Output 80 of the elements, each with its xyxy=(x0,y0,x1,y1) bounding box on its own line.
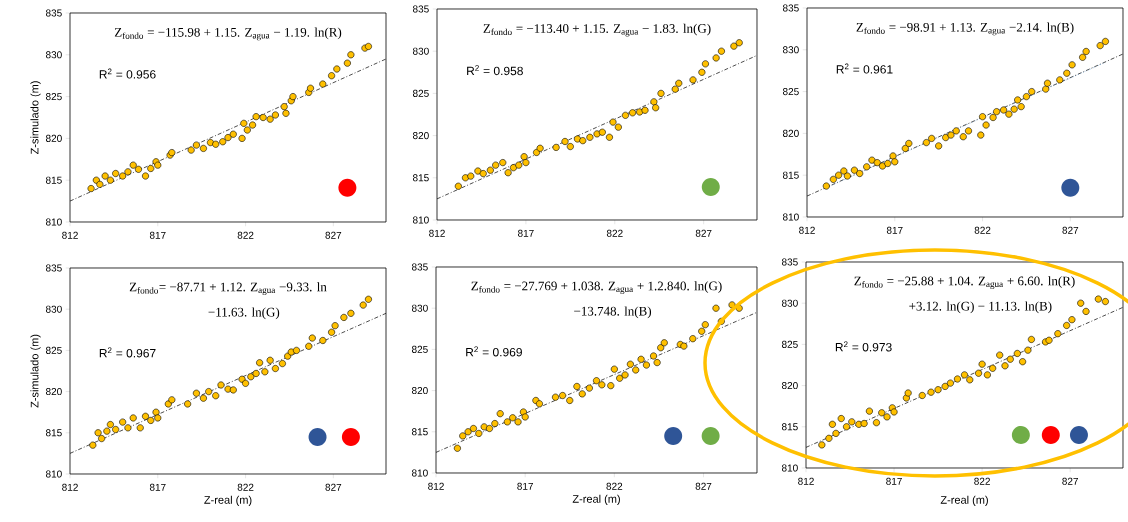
annotation: Z$_{fondo}$ = −113.40 + 1.15. Z$_{agua}$ − 1.83. ln(G) xyxy=(483,23,711,37)
y-tick-label: 810 xyxy=(781,464,798,472)
annotation: −13.748. ln(B) xyxy=(574,306,652,319)
y-tick-label: 820 xyxy=(782,129,799,137)
x-tick-label: 822 xyxy=(237,231,254,239)
y-tick-label: 810 xyxy=(45,218,62,226)
y-tick-label: 825 xyxy=(782,88,799,96)
y-tick-label: 830 xyxy=(781,299,798,307)
y-tick-label: 815 xyxy=(45,429,62,437)
y-tick-label: 810 xyxy=(412,216,429,224)
annotation: R$^{2}$ = 0.961 xyxy=(836,63,893,74)
y-tick-label: 825 xyxy=(412,89,429,97)
y-tick-label: 825 xyxy=(781,340,798,348)
x-tick-label: 827 xyxy=(325,483,342,491)
x-tick-label: 812 xyxy=(62,483,78,491)
x-tick-label: 812 xyxy=(428,482,444,490)
x-tick-label: 822 xyxy=(974,226,991,234)
x-axis-title: Z-real (m) xyxy=(940,495,988,506)
x-tick-label: 817 xyxy=(886,477,902,485)
x-tick-label: 827 xyxy=(325,231,342,239)
y-tick-label: 835 xyxy=(781,258,798,266)
annotation: Z$_{fondo}$ = −25.88 + 1.04. Z$_{agua}$ + 6.60. ln(R) xyxy=(854,276,1075,289)
x-tick-label: 827 xyxy=(1062,477,1079,485)
y-tick-label: 830 xyxy=(411,304,428,312)
x-tick-label: 822 xyxy=(606,482,623,490)
x-tick-label: 822 xyxy=(237,483,254,491)
y-tick-label: 815 xyxy=(45,176,62,184)
y-tick-label: 830 xyxy=(45,51,62,59)
y-tick-label: 815 xyxy=(411,428,428,436)
x-tick-label: 817 xyxy=(517,229,534,237)
y-tick-label: 835 xyxy=(45,9,62,17)
x-tick-label: 827 xyxy=(695,229,712,237)
y-tick-label: 810 xyxy=(45,470,62,478)
x-tick-label: 827 xyxy=(695,482,712,490)
x-tick-label: 817 xyxy=(149,483,166,491)
y-tick-label: 830 xyxy=(45,305,62,313)
x-tick-label: 812 xyxy=(798,477,814,485)
y-tick-label: 835 xyxy=(782,4,799,12)
y-tick-label: 815 xyxy=(781,423,798,431)
annotation: R$^{2}$ = 0.956 xyxy=(99,68,156,79)
annotation: Z$_{fondo}$ = −98.91 + 1.13. Z$_{agua}$ −2.14. ln(B) xyxy=(856,22,1074,36)
x-tick-label: 822 xyxy=(606,229,623,237)
y-tick-label: 835 xyxy=(411,263,428,271)
annotation: R$^{2}$ = 0.958 xyxy=(467,65,523,76)
annotation: R$^{2}$ = 0.969 xyxy=(466,346,522,357)
x-tick-label: 822 xyxy=(974,477,990,485)
y-tick-label: 815 xyxy=(782,171,799,179)
y-tick-label: 830 xyxy=(412,47,429,55)
y-tick-label: 820 xyxy=(45,134,62,142)
y-tick-label: 830 xyxy=(782,46,799,54)
y-tick-label: 820 xyxy=(412,132,429,140)
y-tick-label: 825 xyxy=(45,93,62,101)
x-tick-label: 827 xyxy=(1062,226,1079,234)
x-tick-label: 812 xyxy=(429,229,445,237)
annotation: −11.63. ln(G) xyxy=(208,307,280,320)
y-tick-label: 820 xyxy=(45,388,62,396)
y-tick-label: 825 xyxy=(411,345,428,353)
y-tick-label: 825 xyxy=(45,346,62,354)
y-tick-label: 820 xyxy=(781,382,798,390)
x-axis-title: Z-real (m) xyxy=(204,495,252,506)
annotation: R$^{2}$ = 0.973 xyxy=(835,341,892,352)
x-tick-label: 812 xyxy=(799,226,815,234)
annotation: Z$_{fondo}$ = −27.769 + 1.038. Z$_{agua}$ + 1.2.840. ln(G) xyxy=(471,281,722,294)
annotation: Z$_{fondo}$= −87.71 + 1.12. Z$_{agua}$ −9.33. ln xyxy=(129,282,327,295)
x-tick-label: 817 xyxy=(517,482,534,490)
x-tick-label: 812 xyxy=(62,231,78,239)
y-tick-label: 820 xyxy=(411,387,428,395)
y-tick-label: 835 xyxy=(412,5,429,13)
x-axis-title: Z-real (m) xyxy=(572,494,620,505)
annotation: Z$_{fondo}$ = −115.98 + 1.15. Z$_{agua}$ − 1.19. ln(R) xyxy=(114,27,342,41)
x-tick-label: 817 xyxy=(149,231,166,239)
y-tick-label: 810 xyxy=(782,213,799,221)
y-axis-title: Z-simulado (m) xyxy=(30,81,41,155)
y-tick-label: 810 xyxy=(411,469,428,477)
annotation: R$^{2}$ = 0.967 xyxy=(99,347,156,358)
x-tick-label: 817 xyxy=(886,226,903,234)
y-tick-label: 835 xyxy=(45,264,62,272)
annotation: +3.12. ln(G) − 11.13. ln(B) xyxy=(909,301,1052,314)
y-axis-title: Z-simulado (m) xyxy=(30,334,41,408)
y-tick-label: 815 xyxy=(412,174,429,182)
